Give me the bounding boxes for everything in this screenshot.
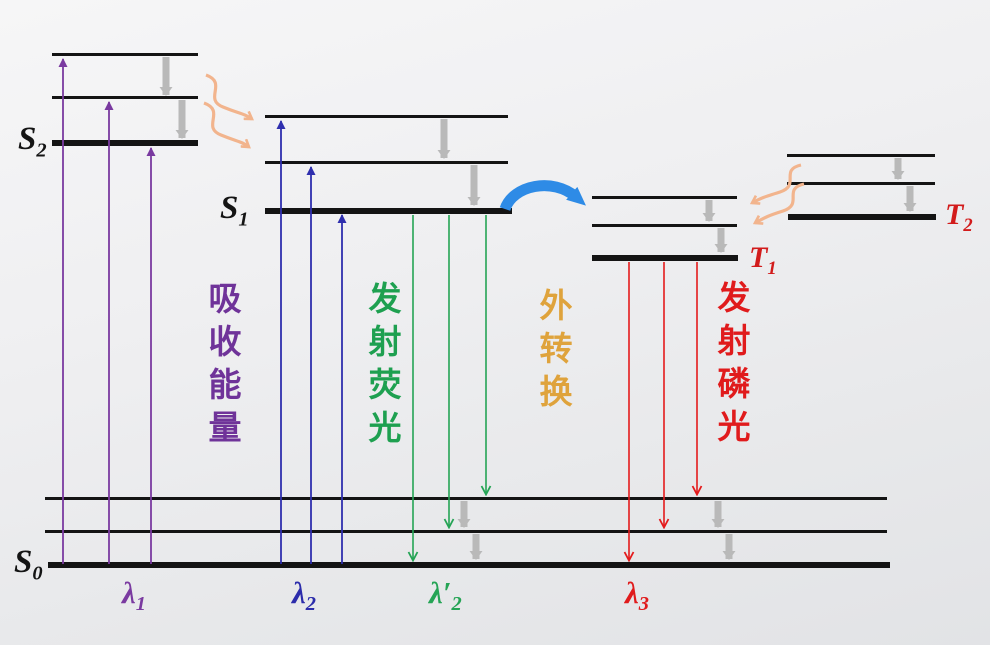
process-label-fluorescence: 发射荧光 [363,281,399,453]
wavelength-label-lambda2: λ2 [292,575,316,616]
s1-vibrational-level-line [265,115,508,118]
t2-level-line [788,214,936,220]
s0-vibrational-level-line [45,530,887,533]
wavelength-label-lambda2-prime: λ′2 [429,575,462,616]
s0-level-line [48,562,890,568]
t2-vibrational-level-line [787,154,935,157]
absorption-arrows-purple [58,58,156,564]
wavelength-label-lambda3: λ3 [625,575,649,616]
t1-vibrational-level-line [592,224,737,227]
intersystem-crossing [499,180,586,212]
state-label-t2: T2 [945,198,973,236]
absorption-arrows-blue [276,120,347,564]
state-label-s2: S2 [18,121,47,162]
state-label-s1: S1 [220,190,249,231]
s1-level-line [265,208,512,214]
t1-level-line [592,255,738,261]
fluorescence-arrows [413,215,486,560]
t2-vibrational-level-line [787,182,935,185]
process-label-phosphorescence: 发射磷光 [712,280,748,452]
internal-conversion-arrow [205,73,252,121]
energy-levels [45,53,936,568]
internal-conversion-arrow [203,101,249,147]
process-label-external-conversion: 外转换 [534,288,570,417]
intersystem-crossing-arrow [499,180,586,212]
s2-vibrational-level-line [52,53,198,56]
s2-level-line [52,140,198,146]
s2-vibrational-level-line [52,96,198,99]
internal-conversion-arrow [755,182,805,223]
internal-conversion-arrows [203,73,805,223]
state-label-t1: T1 [749,241,777,279]
internal-conversion-arrow [752,163,802,203]
phosphorescence-arrows [629,262,697,560]
wavelength-label-lambda1: λ1 [122,575,146,616]
t1-vibrational-level-line [592,196,737,199]
state-label-s0: S0 [14,544,43,585]
vibrational-relaxation-arrows [159,57,917,560]
s1-vibrational-level-line [265,161,508,164]
process-label-absorption: 吸收能量 [203,281,239,453]
s0-vibrational-level-line [45,497,887,500]
